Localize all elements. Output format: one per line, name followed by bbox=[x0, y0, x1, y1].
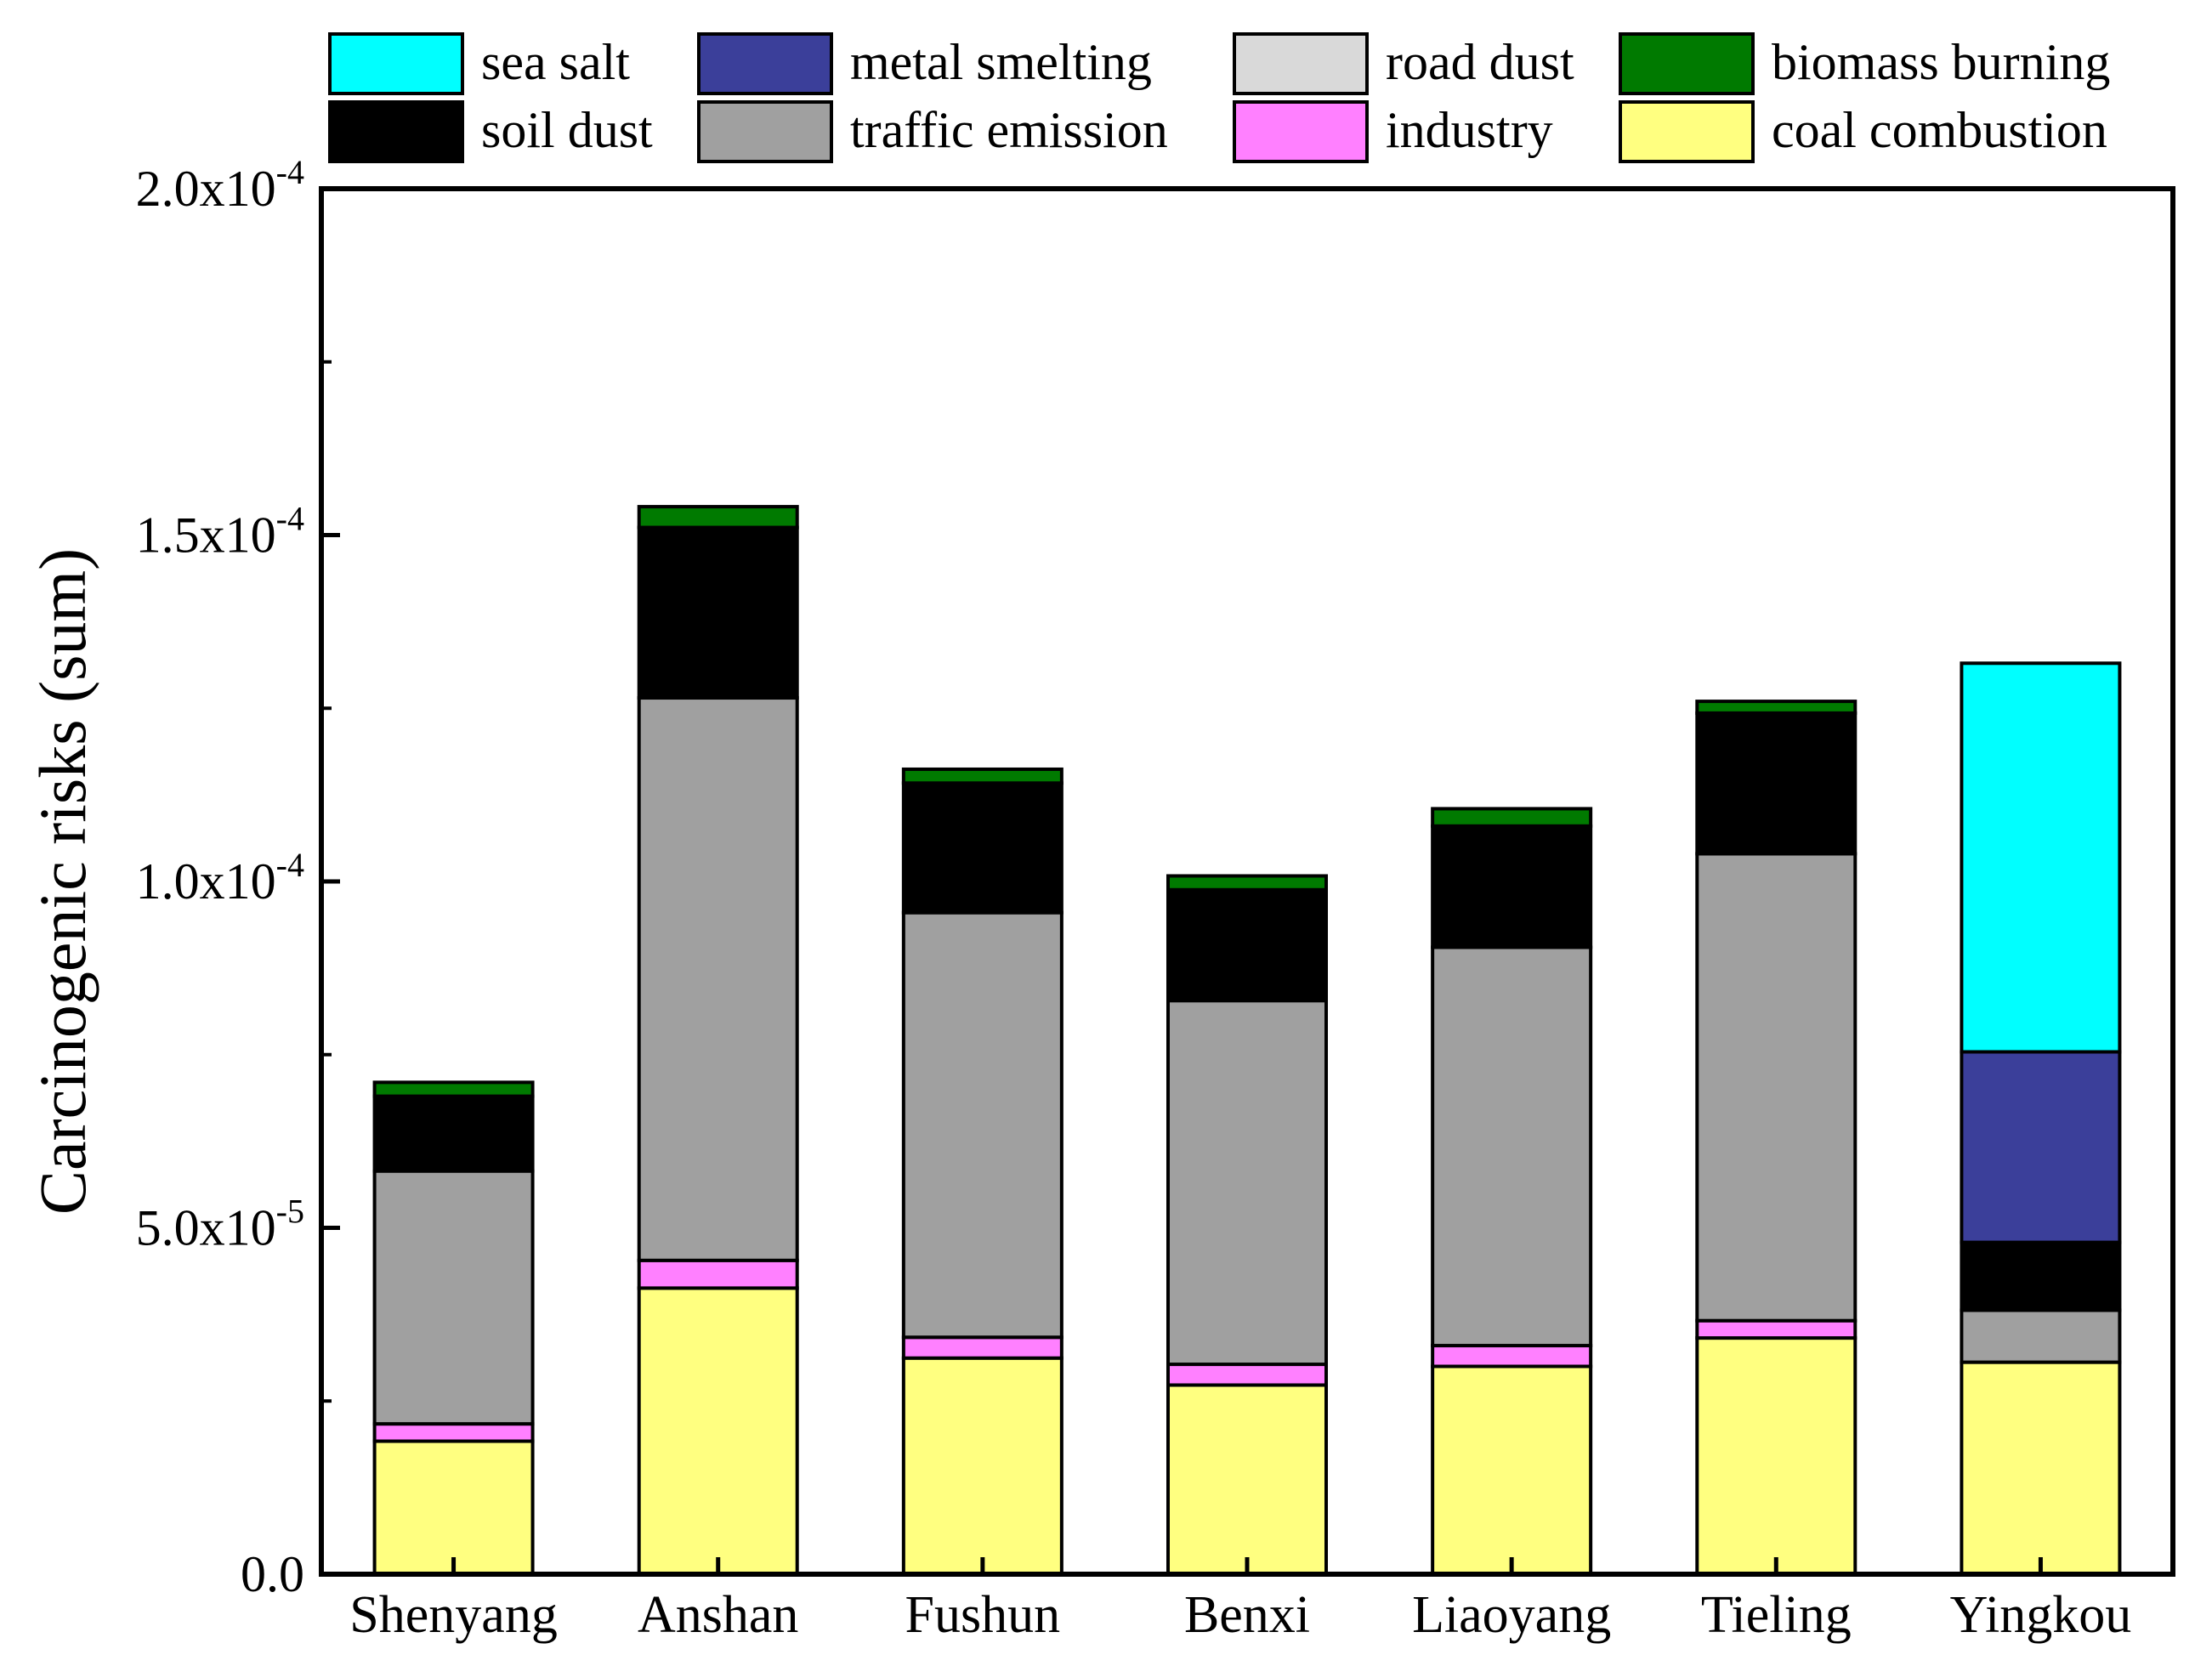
x-tick-label-fushun: Fushun bbox=[905, 1586, 1061, 1644]
legend-label-coal-combustion: coal combustion bbox=[1772, 102, 2107, 158]
bar-segment-tieling-traffic-emission bbox=[1695, 852, 1858, 1323]
x-tick-label-benxi: Benxi bbox=[1184, 1586, 1310, 1644]
legend-label-road-dust: road dust bbox=[1386, 34, 1574, 90]
x-tick-label-shenyang: Shenyang bbox=[349, 1586, 558, 1644]
bar-segment-anshan-coal-combustion bbox=[637, 1286, 799, 1577]
bar-segment-liaoyang-soil-dust bbox=[1431, 824, 1593, 949]
x-axis: Shenyang Anshan Fushun Benxi Liaoyang Tieling… bbox=[349, 1557, 2131, 1644]
y-axis: 0.0 5.0x10-5 1.0x10-4 1.5x10-4 2.0x10-4 bbox=[136, 153, 340, 1602]
bar-segment-fushun-biomass-burning bbox=[901, 767, 1063, 785]
bar-segment-liaoyang-traffic-emission bbox=[1431, 945, 1593, 1348]
bar-segment-tieling-coal-combustion bbox=[1695, 1336, 1858, 1576]
bar-segment-shenyang-traffic-emission bbox=[372, 1169, 535, 1426]
bar-segment-anshan-industry bbox=[637, 1258, 799, 1290]
legend-swatch-sea-salt bbox=[328, 32, 464, 95]
bar-segment-tieling-soil-dust bbox=[1695, 711, 1858, 856]
x-tick-label-yingkou: Yingkou bbox=[1950, 1586, 2132, 1644]
legend-swatch-coal-combustion bbox=[1619, 100, 1755, 163]
bar-segment-benxi-traffic-emission bbox=[1166, 999, 1328, 1367]
bar-segment-shenyang-biomass-burning bbox=[372, 1080, 535, 1098]
bars bbox=[372, 505, 2122, 1577]
legend-label-traffic-emission: traffic emission bbox=[850, 102, 1168, 158]
legend-swatch-road-dust bbox=[1233, 32, 1369, 95]
legend-label-soil-dust: soil dust bbox=[481, 102, 653, 158]
bar-segment-liaoyang-biomass-burning bbox=[1431, 807, 1593, 828]
x-tick-label-liaoyang: Liaoyang bbox=[1412, 1586, 1611, 1644]
bar-segment-anshan-biomass-burning bbox=[637, 505, 799, 530]
y-tick-label: 2.0x10-4 bbox=[136, 153, 304, 217]
legend-label-sea-salt: sea salt bbox=[481, 34, 630, 90]
legend-swatch-industry bbox=[1233, 100, 1369, 163]
bar-segment-yingkou-metal-smelting bbox=[1960, 1050, 2122, 1244]
bar-segment-shenyang-industry bbox=[372, 1422, 535, 1443]
legend-swatch-soil-dust bbox=[328, 100, 464, 163]
bar-segment-fushun-traffic-emission bbox=[901, 910, 1063, 1340]
legend-label-industry: industry bbox=[1386, 102, 1553, 158]
bar-segment-yingkou-traffic-emission bbox=[1960, 1308, 2122, 1364]
bar-segment-yingkou-coal-combustion bbox=[1960, 1360, 2122, 1576]
y-tick-label: 0.0 bbox=[241, 1546, 304, 1602]
bar-segment-shenyang-soil-dust bbox=[372, 1094, 535, 1173]
bar-segment-fushun-coal-combustion bbox=[901, 1356, 1063, 1576]
bar-segment-liaoyang-industry bbox=[1431, 1344, 1593, 1368]
bar-segment-benxi-biomass-burning bbox=[1166, 874, 1328, 892]
bar-segment-fushun-industry bbox=[901, 1335, 1063, 1360]
bar-segment-fushun-soil-dust bbox=[901, 781, 1063, 915]
bar-segment-benxi-coal-combustion bbox=[1166, 1383, 1328, 1576]
y-tick-label: 1.5x10-4 bbox=[136, 500, 304, 564]
legend-label-biomass-burning: biomass burning bbox=[1772, 34, 2110, 90]
bar-segment-shenyang-coal-combustion bbox=[372, 1439, 535, 1577]
x-tick-label-anshan: Anshan bbox=[638, 1586, 798, 1644]
bar-segment-liaoyang-coal-combustion bbox=[1431, 1364, 1593, 1576]
bar-segment-benxi-industry bbox=[1166, 1363, 1328, 1387]
bar-segment-tieling-biomass-burning bbox=[1695, 700, 1858, 715]
bar-segment-yingkou-sea-salt bbox=[1960, 661, 2122, 1054]
bar-segment-anshan-traffic-emission bbox=[637, 696, 799, 1262]
legend-swatch-traffic-emission bbox=[697, 100, 833, 163]
y-tick-label: 1.0x10-4 bbox=[136, 846, 304, 910]
bar-segment-yingkou-soil-dust bbox=[1960, 1240, 2122, 1312]
legend-label-metal-smelting: metal smelting bbox=[850, 34, 1152, 90]
y-tick-label: 5.0x10-5 bbox=[136, 1193, 304, 1256]
x-tick-label-tieling: Tieling bbox=[1701, 1586, 1852, 1644]
bar-segment-tieling-industry bbox=[1695, 1318, 1858, 1340]
legend: sea salt metal smelting road dust biomass b… bbox=[328, 32, 2110, 163]
y-axis-label: Carcinogenic risks (sum) bbox=[26, 548, 99, 1215]
legend-swatch-biomass-burning bbox=[1619, 32, 1755, 95]
bar-segment-anshan-soil-dust bbox=[637, 525, 799, 700]
bar-segment-benxi-soil-dust bbox=[1166, 887, 1328, 1003]
legend-swatch-metal-smelting bbox=[697, 32, 833, 95]
